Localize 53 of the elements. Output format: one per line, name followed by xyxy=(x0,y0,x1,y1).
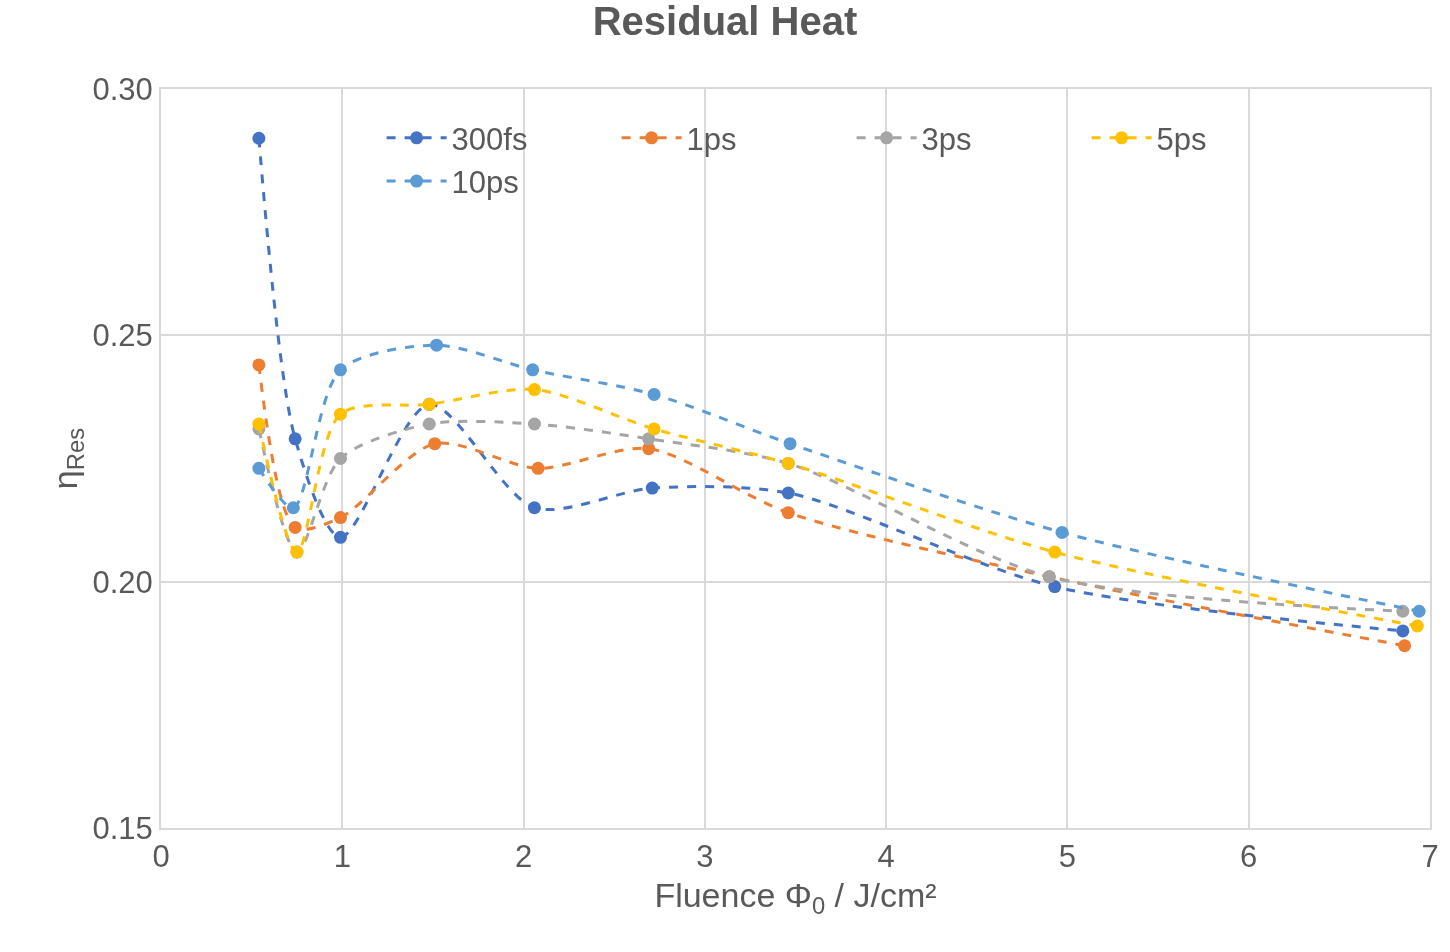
y-tick-label: 0.30 xyxy=(92,71,153,107)
point xyxy=(1398,639,1412,653)
point xyxy=(252,417,266,431)
point xyxy=(288,432,302,446)
point xyxy=(288,520,302,534)
legend-label: 10ps xyxy=(451,165,519,201)
x-tick-label: 0 xyxy=(152,839,170,875)
x-tick-label: 6 xyxy=(1240,839,1258,875)
point xyxy=(645,481,659,495)
point xyxy=(1048,580,1062,594)
point xyxy=(647,422,661,436)
point xyxy=(252,131,266,145)
point xyxy=(333,511,347,525)
x-tick-label: 4 xyxy=(877,839,895,875)
point xyxy=(527,417,541,431)
y-tick-label: 0.25 xyxy=(92,318,153,354)
point xyxy=(531,461,545,475)
y-tick-label: 0.15 xyxy=(92,810,153,846)
point xyxy=(642,432,656,446)
legend-label: 3ps xyxy=(921,121,972,157)
legend-label: 300fs xyxy=(451,121,528,157)
point xyxy=(1412,604,1426,618)
point xyxy=(422,417,436,431)
legend-label: 5ps xyxy=(1156,121,1207,157)
point xyxy=(526,363,540,377)
point xyxy=(527,383,541,397)
point xyxy=(333,530,347,544)
point xyxy=(333,452,347,465)
x-tick-label: 7 xyxy=(1421,839,1439,875)
x-tick-label: 3 xyxy=(696,839,714,875)
point xyxy=(428,437,442,451)
y-tick-label: 0.20 xyxy=(92,564,153,600)
point xyxy=(1396,624,1410,638)
point xyxy=(781,486,795,500)
point xyxy=(647,387,661,401)
point xyxy=(430,338,444,352)
x-tick-label: 5 xyxy=(1058,839,1077,875)
point xyxy=(783,437,797,451)
point xyxy=(781,506,795,520)
point xyxy=(1048,545,1062,559)
x-tick-label: 2 xyxy=(514,839,533,875)
x-axis-title: Fluence Φ$_{0}$ / J/cm² xyxy=(654,876,937,920)
legend-label: 1ps xyxy=(686,121,737,157)
point xyxy=(333,407,347,421)
point xyxy=(252,461,266,475)
point xyxy=(527,501,541,515)
point xyxy=(1410,619,1424,633)
chart-title: Residual Heat xyxy=(592,0,858,43)
point xyxy=(286,501,300,515)
point xyxy=(333,363,347,377)
x-tick-label: 1 xyxy=(333,839,351,875)
point xyxy=(252,358,266,372)
point xyxy=(1055,525,1069,539)
